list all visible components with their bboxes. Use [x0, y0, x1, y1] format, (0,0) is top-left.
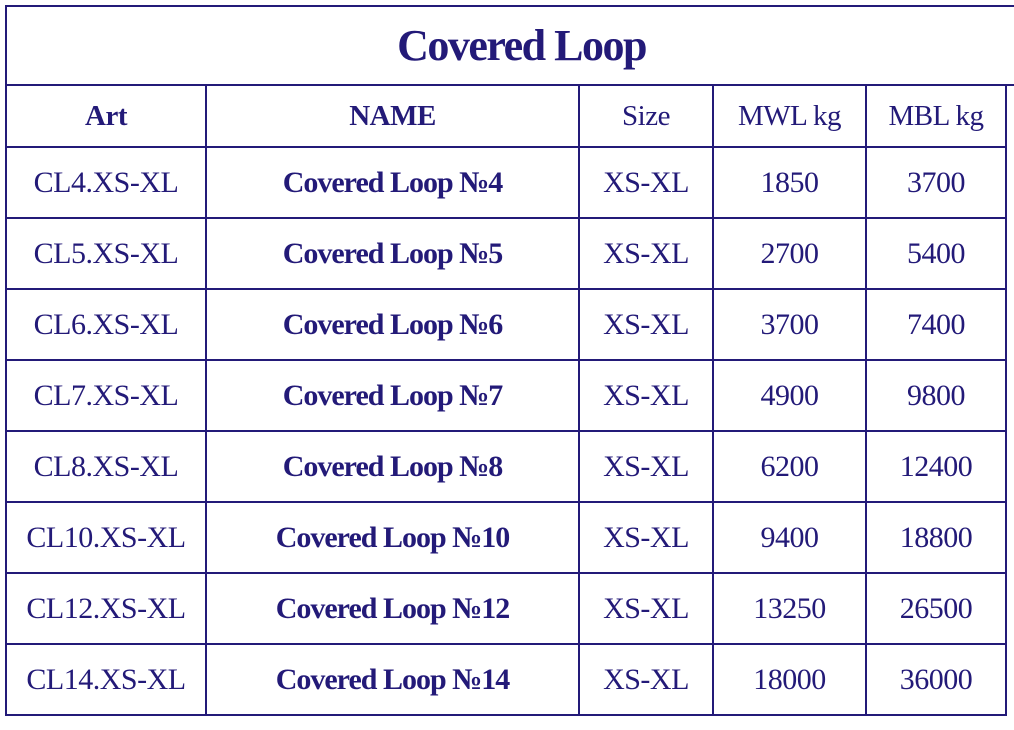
- table-row: CL14.XS-XL Covered Loop №14 XS-XL 18000 3600…: [5, 643, 1014, 716]
- table-cell: CL7.XS-XL: [5, 359, 207, 432]
- table-cell: 13250: [712, 572, 867, 645]
- table-container: Covered Loop Art NAME Size MWL kg MBL kg CL4.…: [5, 5, 1014, 725]
- table-row: CL4.XS-XL Covered Loop №4 XS-XL 1850 3700: [5, 146, 1014, 219]
- table-cell: XS-XL: [578, 359, 714, 432]
- column-header: Size: [578, 84, 714, 148]
- table-cell: XS-XL: [578, 430, 714, 503]
- table-cell: XS-XL: [578, 217, 714, 290]
- table-cell: 9400: [712, 501, 867, 574]
- table-edge: [1004, 147, 1014, 218]
- table-cell: XS-XL: [578, 501, 714, 574]
- table-row: CL12.XS-XL Covered Loop №12 XS-XL 13250 2650…: [5, 572, 1014, 645]
- table-cell: 6200: [712, 430, 867, 503]
- table-edge: [1004, 502, 1014, 573]
- table-edge: [1004, 85, 1014, 147]
- table-cell: CL5.XS-XL: [5, 217, 207, 290]
- table-cell: Covered Loop №12: [205, 572, 580, 645]
- table-cell: 18000: [712, 643, 867, 716]
- table-cell: Covered Loop №7: [205, 359, 580, 432]
- table-edge: [1004, 644, 1014, 715]
- table-cell: 18800: [865, 501, 1007, 574]
- table-cell: CL4.XS-XL: [5, 146, 207, 219]
- column-header: NAME: [205, 84, 580, 148]
- table-title: Covered Loop: [5, 5, 1014, 86]
- table-cell: XS-XL: [578, 288, 714, 361]
- table-edge: [1004, 573, 1014, 644]
- table-row: CL5.XS-XL Covered Loop №5 XS-XL 2700 5400: [5, 217, 1014, 290]
- table-cell: XS-XL: [578, 572, 714, 645]
- table-row: CL6.XS-XL Covered Loop №6 XS-XL 3700 7400: [5, 288, 1014, 361]
- header-row: Art NAME Size MWL kg MBL kg: [5, 84, 1014, 148]
- table-cell: 12400: [865, 430, 1007, 503]
- table-cell: 3700: [712, 288, 867, 361]
- table-cell: XS-XL: [578, 643, 714, 716]
- table-cell: Covered Loop №14: [205, 643, 580, 716]
- table-cell: 9800: [865, 359, 1007, 432]
- table-cell: Covered Loop №10: [205, 501, 580, 574]
- table-cell: XS-XL: [578, 146, 714, 219]
- column-header: MBL kg: [865, 84, 1007, 148]
- table-cell: CL8.XS-XL: [5, 430, 207, 503]
- table-cell: CL10.XS-XL: [5, 501, 207, 574]
- table-row: CL7.XS-XL Covered Loop №7 XS-XL 4900 9800: [5, 359, 1014, 432]
- table-cell: 2700: [712, 217, 867, 290]
- column-header: Art: [5, 84, 207, 148]
- table-edge: [1004, 289, 1014, 360]
- table-cell: CL6.XS-XL: [5, 288, 207, 361]
- table-cell: 4900: [712, 359, 867, 432]
- table-cell: CL12.XS-XL: [5, 572, 207, 645]
- table-cell: Covered Loop №4: [205, 146, 580, 219]
- table-cell: 5400: [865, 217, 1007, 290]
- table: Covered Loop Art NAME Size MWL kg MBL kg CL4.…: [5, 5, 1014, 716]
- table-cell: 1850: [712, 146, 867, 219]
- table-edge: [1004, 218, 1014, 289]
- table-cell: 36000: [865, 643, 1007, 716]
- table-cell: CL14.XS-XL: [5, 643, 207, 716]
- table-cell: Covered Loop №8: [205, 430, 580, 503]
- table-row: CL8.XS-XL Covered Loop №8 XS-XL 6200 12400: [5, 430, 1014, 503]
- table-cell: 26500: [865, 572, 1007, 645]
- table-cell: Covered Loop №5: [205, 217, 580, 290]
- table-edge: [1004, 360, 1014, 431]
- table-cell: 3700: [865, 146, 1007, 219]
- table-edge: [1004, 431, 1014, 502]
- column-header: MWL kg: [712, 84, 867, 148]
- table-cell: 7400: [865, 288, 1007, 361]
- title-row: Covered Loop: [5, 5, 1014, 86]
- table-cell: Covered Loop №6: [205, 288, 580, 361]
- table-row: CL10.XS-XL Covered Loop №10 XS-XL 9400 18800: [5, 501, 1014, 574]
